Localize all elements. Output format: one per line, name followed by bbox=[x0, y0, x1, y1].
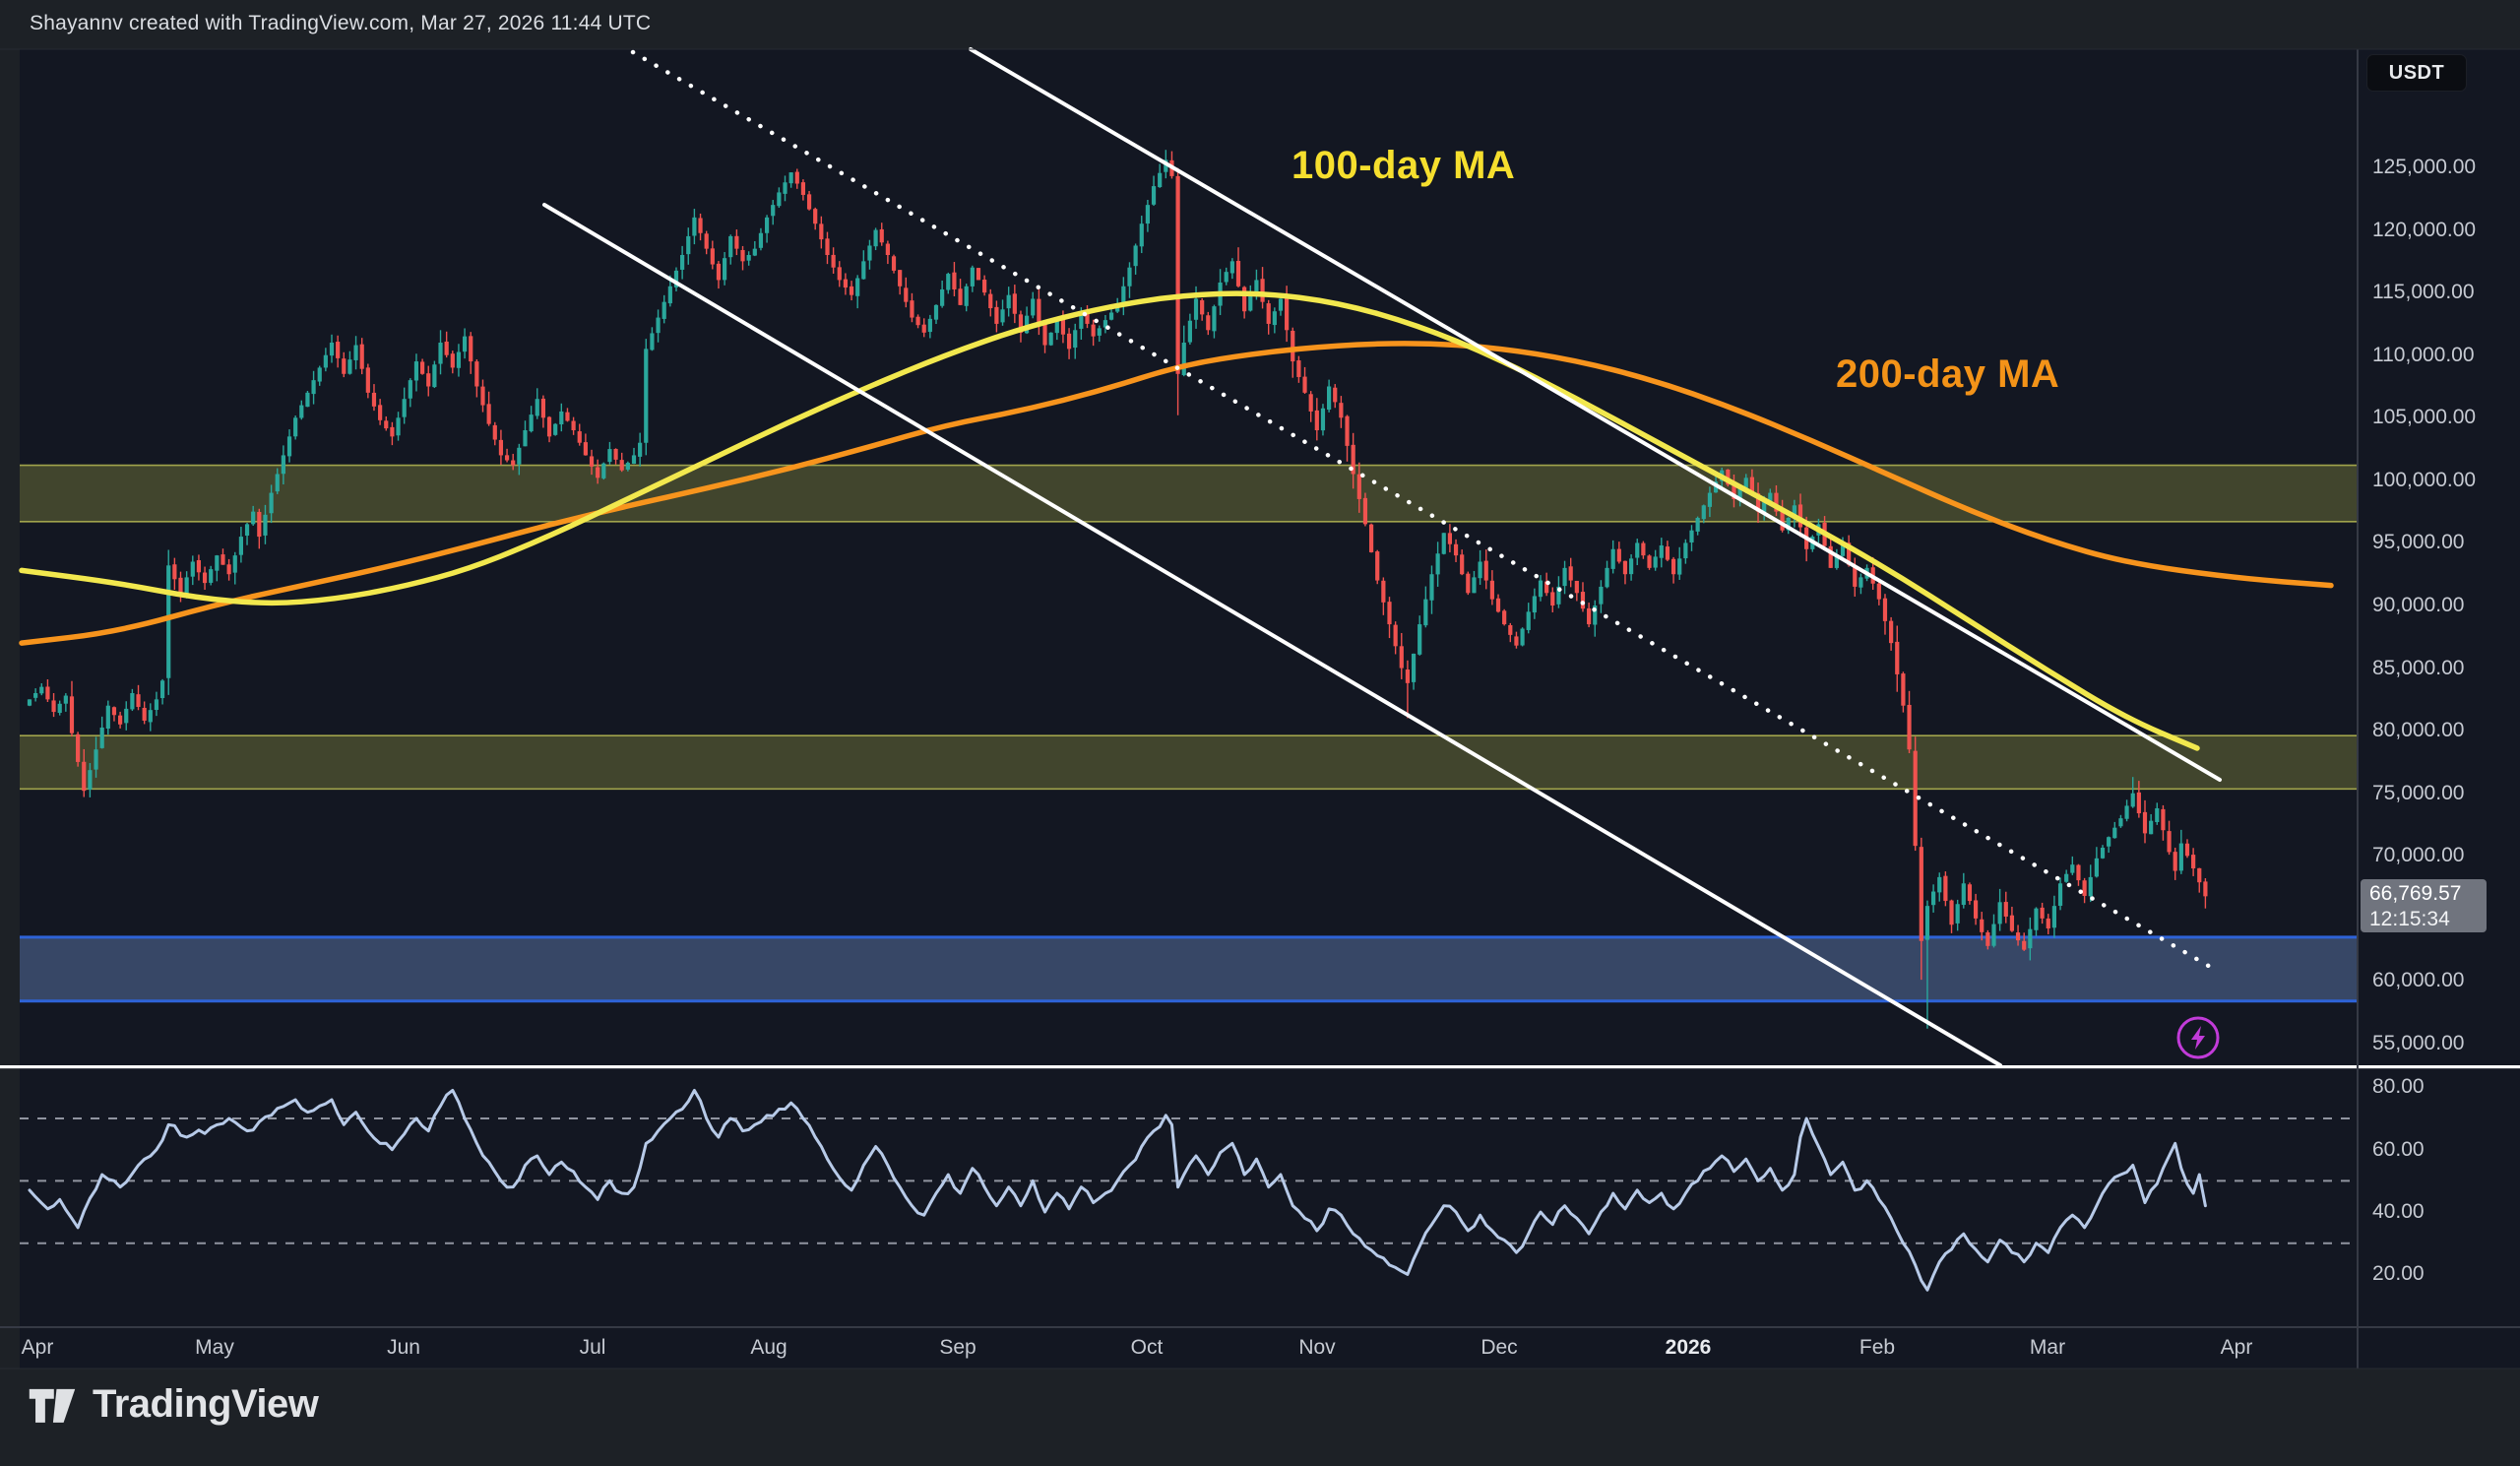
time-tick-label: Feb bbox=[1858, 1336, 1896, 1359]
price-tick-label: 115,000.00 bbox=[2372, 281, 2475, 304]
price-tick-label: 75,000.00 bbox=[2372, 781, 2465, 804]
plot-background bbox=[20, 49, 2520, 1369]
descending-trendline-upper bbox=[969, 47, 2222, 782]
time-tick-label: Jun bbox=[387, 1336, 420, 1359]
time-tick-label: Oct bbox=[1130, 1336, 1164, 1359]
last-price-value: 66,769.57 bbox=[2369, 882, 2462, 905]
price-tick-label: 70,000.00 bbox=[2372, 844, 2465, 867]
time-tick-label: May bbox=[195, 1336, 234, 1359]
brand-text: TradingView bbox=[93, 1382, 319, 1426]
price-tick-label: 120,000.00 bbox=[2372, 218, 2477, 241]
time-tick-label: Nov bbox=[1298, 1336, 1336, 1359]
support-zone bbox=[20, 936, 2358, 1001]
bar-countdown: 12:15:34 bbox=[2369, 908, 2450, 930]
price-tick-label: 125,000.00 bbox=[2372, 156, 2477, 178]
ma200-annotation-label: 200-day MA bbox=[1836, 352, 2060, 396]
price-tick-label: 80,000.00 bbox=[2372, 719, 2465, 742]
time-tick-label: Jul bbox=[579, 1336, 606, 1359]
time-tick-label: Apr bbox=[21, 1336, 54, 1359]
descending-trendline-dotted bbox=[630, 49, 2215, 971]
price-tick-label: 60,000.00 bbox=[2372, 969, 2465, 992]
resistance-zone-upper bbox=[20, 465, 2358, 522]
price-tick-label: 105,000.00 bbox=[2372, 406, 2477, 429]
price-tick-label: 110,000.00 bbox=[2372, 343, 2475, 366]
ma200-line bbox=[19, 341, 2334, 646]
lightning-icon bbox=[2176, 1016, 2220, 1059]
time-tick-label: Dec bbox=[1480, 1336, 1518, 1359]
price-tick-label: 85,000.00 bbox=[2372, 656, 2465, 679]
price-tick-label: 95,000.00 bbox=[2372, 531, 2465, 554]
tradingview-logo-icon bbox=[29, 1388, 76, 1423]
time-tick-label: 2026 bbox=[1665, 1336, 1712, 1359]
time-tick-label: Sep bbox=[939, 1336, 976, 1359]
descending-trendline-lower bbox=[542, 203, 2002, 1067]
price-tick-label: 90,000.00 bbox=[2372, 594, 2465, 616]
rsi-tick-label: 60.00 bbox=[2372, 1137, 2425, 1161]
attribution-text: Shayannv created with TradingView.com, M… bbox=[30, 12, 652, 34]
resistance-zone-lower bbox=[20, 735, 2358, 790]
rsi-line bbox=[28, 1088, 2207, 1292]
currency-badge: USDT bbox=[2366, 54, 2467, 92]
rsi-tick-label: 80.00 bbox=[2372, 1075, 2425, 1099]
rsi-tick-label: 20.00 bbox=[2372, 1262, 2425, 1286]
ma100-line bbox=[19, 290, 2200, 751]
pane-separator bbox=[0, 1065, 2520, 1069]
ma100-annotation-label: 100-day MA bbox=[1292, 144, 1516, 187]
price-tick-label: 55,000.00 bbox=[2372, 1032, 2465, 1054]
lightning-bolt-glyph bbox=[2191, 1026, 2205, 1050]
rsi-tick-label: 40.00 bbox=[2372, 1200, 2425, 1224]
price-tick-label: 100,000.00 bbox=[2372, 468, 2477, 491]
time-tick-label: Aug bbox=[750, 1336, 788, 1359]
last-price-badge: 66,769.57 12:15:34 bbox=[2361, 879, 2487, 932]
time-tick-label: Apr bbox=[2220, 1336, 2253, 1359]
time-tick-label: Mar bbox=[2029, 1336, 2066, 1359]
footer-brand[interactable]: TradingView bbox=[28, 1382, 319, 1427]
